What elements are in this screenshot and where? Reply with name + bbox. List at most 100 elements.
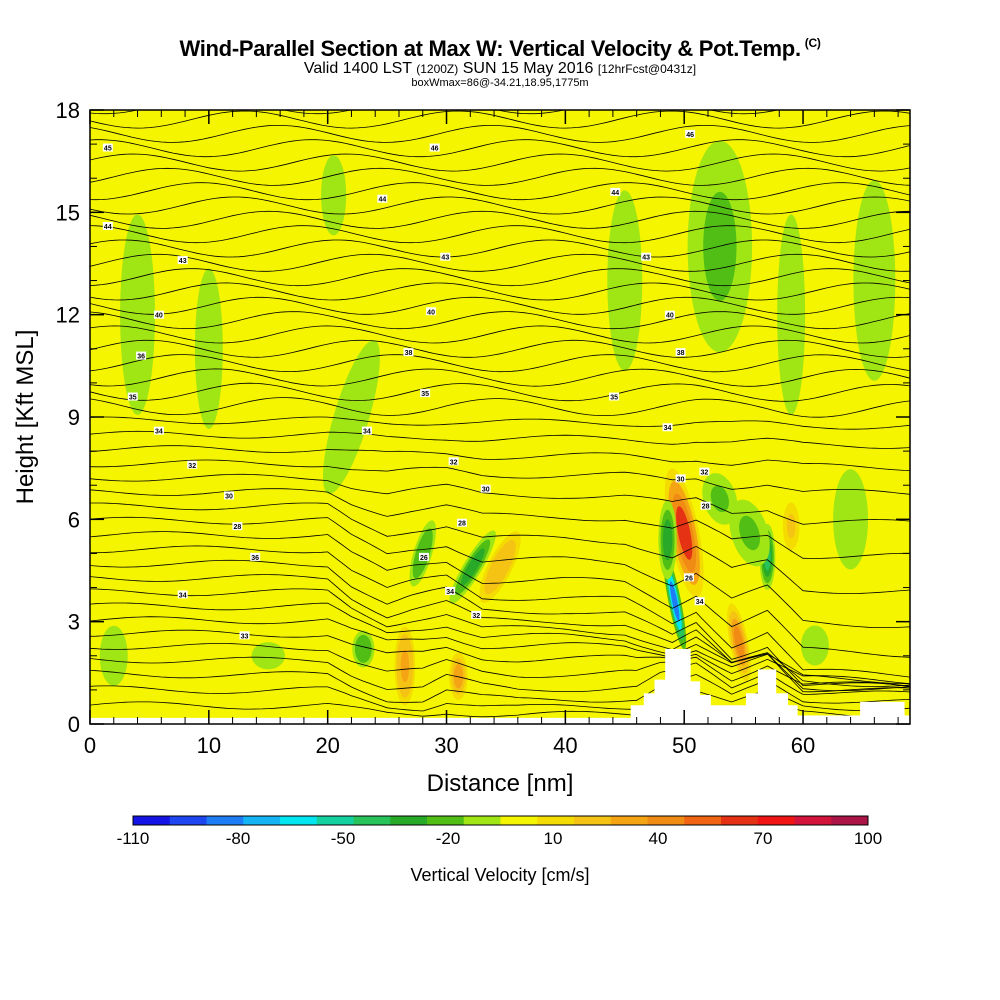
velocity-cell (782, 502, 800, 550)
contour-label-bg (610, 187, 621, 196)
contour-label: 28 (232, 522, 243, 531)
contour-label-bg (694, 597, 705, 606)
contour-label-bg (187, 460, 198, 469)
theta-contour-line (90, 574, 910, 693)
contour-label: 38 (675, 348, 686, 357)
utc-time: (1200Z) (416, 62, 459, 76)
contour-labels: 45 46 46 44 44 44 43 43 43 40 40 40 36 38 38 35 35 35 34 34… (102, 129, 711, 640)
terrain-block (643, 693, 655, 724)
velocity-level (739, 515, 761, 551)
theta-contour-line (90, 225, 910, 244)
velocity-cell (321, 155, 347, 236)
colorbar-swatch (243, 816, 281, 825)
contour-label: 46 (685, 129, 696, 139)
velocity-cell (251, 642, 285, 670)
y-tick-label: 9 (68, 405, 80, 430)
velocity-cell (394, 626, 416, 706)
theta-contour-line (90, 473, 910, 525)
velocity-cell (479, 531, 521, 603)
velocity-cell (729, 499, 770, 567)
contour-label: 34 (153, 426, 164, 436)
colorbar-tick-label: -110 (117, 829, 150, 848)
theta-contour-line (90, 430, 910, 449)
theta-contour-line (90, 182, 910, 201)
theta-contour-line (90, 153, 910, 172)
contour-label: 34 (177, 590, 188, 599)
colorbar-swatch (721, 816, 759, 825)
contour-label-text: 35 (421, 391, 429, 398)
theta-contour-line (90, 502, 910, 594)
x-tick-label: 30 (434, 733, 458, 758)
terrain-block (630, 705, 645, 724)
contour-label-text: 46 (431, 146, 439, 153)
contour-label-text: 43 (179, 258, 187, 265)
contour-label-text: 32 (472, 613, 480, 620)
colorbar-tick-label: 10 (544, 829, 563, 848)
theta-contour-line (90, 325, 910, 344)
colorbar-tick-label: 40 (649, 829, 668, 848)
velocity-cell (322, 340, 380, 494)
colorbar-label: Vertical Velocity [cm/s] (410, 865, 589, 885)
velocity-level (104, 635, 124, 677)
contour-label-bg (127, 392, 138, 401)
colorbar-tick-label: -50 (331, 829, 356, 848)
colorbar-frame (132, 815, 869, 826)
terrain-mask (90, 648, 911, 724)
velocity-cell (833, 469, 869, 570)
contour-label-bg (102, 221, 113, 230)
contour-label-bg (429, 143, 440, 152)
y-tick-label: 15 (56, 200, 80, 225)
contour-label-text: 38 (677, 350, 685, 357)
colorbar-swatch (574, 816, 612, 825)
contour-label-text: 35 (129, 395, 137, 402)
contour-label-text: 28 (458, 521, 466, 528)
velocity-level (676, 506, 693, 560)
contour-label-text: 44 (611, 190, 619, 197)
contour-label: 32 (187, 460, 198, 470)
colorbar-tick-label: 70 (754, 829, 773, 848)
contour-label-bg (420, 389, 431, 398)
theta-contour-line (90, 110, 910, 129)
contour-label-bg (662, 423, 673, 432)
contour-label: 44 (377, 194, 388, 204)
contour-label-bg (426, 307, 437, 316)
contour-label: 40 (426, 307, 437, 316)
contour-label-text: 34 (664, 425, 672, 432)
contour-label: 32 (699, 467, 710, 477)
contour-label-bg (700, 501, 711, 510)
contour-label-text: 30 (677, 476, 685, 483)
contour-label: 30 (480, 484, 491, 494)
velocity-level (325, 167, 343, 223)
contour-label-bg (177, 256, 188, 265)
y-tick-label: 0 (68, 712, 80, 737)
theta-contour-line (90, 339, 910, 358)
box-max-info: boxWmax=86@-34.21,18.95,1775m (411, 77, 589, 89)
forecast-info: [12hrFcst@0431z] (597, 62, 697, 76)
theta-contour-line (90, 629, 910, 685)
contour-label-text: 30 (482, 487, 490, 494)
x-tick-label: 60 (791, 733, 815, 758)
contour-label-bg (675, 348, 686, 357)
colorbar-tick-label: 100 (854, 829, 882, 848)
velocity-cell (658, 500, 677, 580)
chart-title: Wind-Parallel Section at Max W: Vertical… (0, 36, 1000, 62)
contour-label-text: 28 (233, 524, 241, 531)
x-tick-label: 50 (672, 733, 696, 758)
x-tick-label: 0 (84, 733, 96, 758)
contour-label-bg (177, 590, 188, 599)
colorbar-swatch (427, 816, 465, 825)
velocity-cell (352, 630, 375, 668)
velocity-level (453, 663, 464, 689)
contour-label-bg (641, 252, 652, 261)
velocity-cell (607, 190, 643, 371)
velocity-level (805, 631, 825, 660)
theta-contour-line (90, 253, 910, 272)
velocity-cell (449, 530, 496, 604)
colorbar-tick-label: -80 (226, 829, 251, 848)
colorbar-swatch (757, 816, 795, 825)
contour-label: 44 (102, 221, 113, 231)
velocity-cell (120, 214, 155, 415)
contour-label: 34 (445, 586, 456, 596)
y-tick-label: 3 (68, 610, 80, 635)
